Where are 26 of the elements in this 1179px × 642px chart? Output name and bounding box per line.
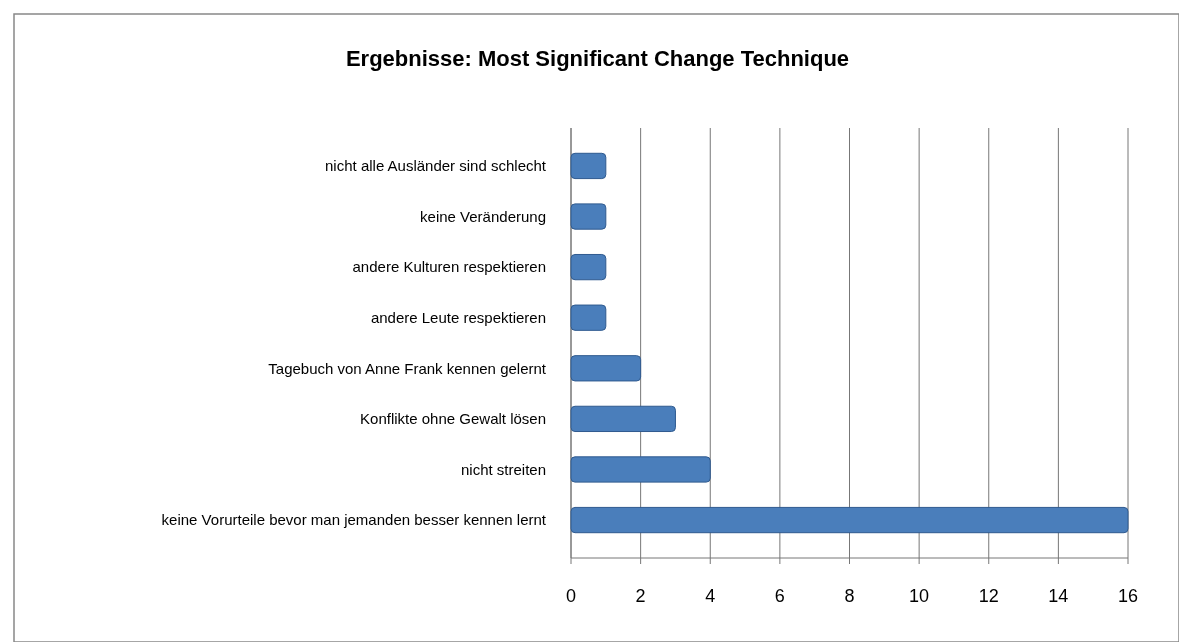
bar [570,152,607,180]
x-tick-label: 4 [705,586,716,606]
x-tick-label: 0 [565,586,577,606]
x-tick-label: 14 [1048,586,1069,606]
y-tick-label: keine Veränderung [420,207,546,225]
x-tick-label: 10 [909,586,930,606]
y-tick-label: keine Vorurteile bevor man jemanden besser kennen lernt [161,511,547,529]
bar [570,304,607,331]
y-tick-label: andere Leute respektieren [370,308,546,326]
bar [570,405,676,433]
x-tick-label: 8 [844,586,855,606]
x-tick-label: 12 [978,586,999,606]
y-tick-label: nicht alle Ausländer sind schlecht [325,157,547,175]
chart-title: Ergebnisse: Most Significant Change Technique [345,46,850,71]
x-tick-label: 2 [635,586,646,606]
bar [570,253,607,281]
bar [570,506,1129,534]
bar [570,203,607,230]
bar [570,456,711,483]
bar [570,355,642,382]
x-tick-label: 6 [774,586,785,606]
y-tick-label: nicht streiten [460,460,546,478]
y-tick-label: Tagebuch von Anne Frank kennen gelernt [268,359,547,377]
y-tick-label: Konflikte ohne Gewalt lösen [360,410,546,428]
x-tick-label: 16 [1117,586,1139,606]
y-tick-label: andere Kulturen respektieren [352,258,546,276]
